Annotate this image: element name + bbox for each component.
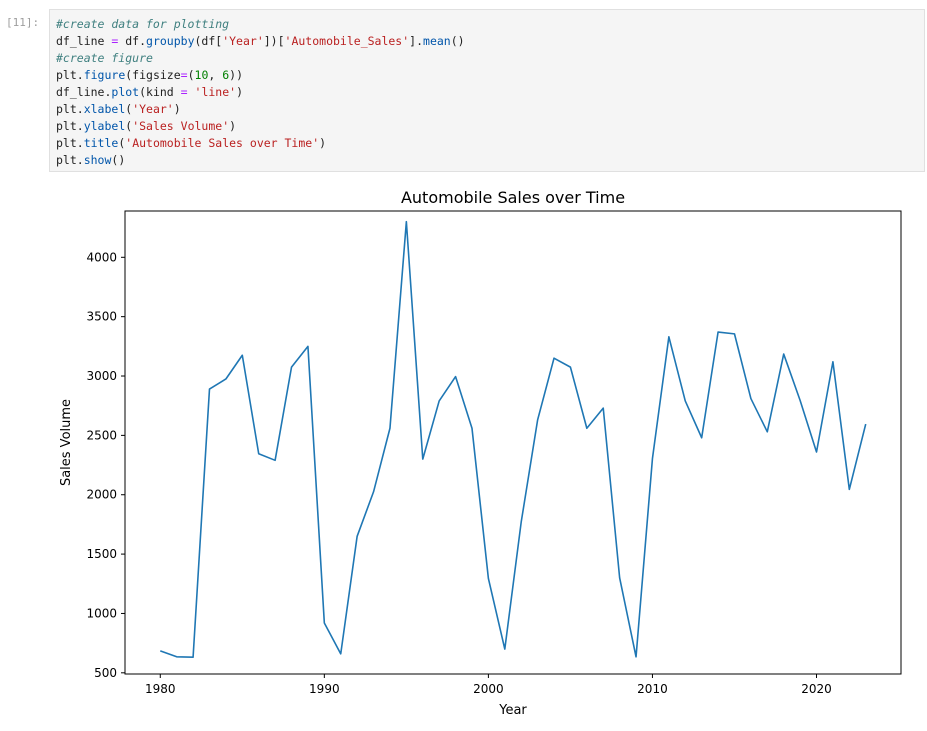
code-token: ( bbox=[187, 68, 195, 82]
code-line: #create figure bbox=[56, 50, 465, 67]
code-token: plt. bbox=[56, 68, 84, 82]
code-token: show bbox=[83, 153, 112, 167]
code-token: ylabel bbox=[83, 119, 126, 133]
code-token: ( bbox=[125, 102, 133, 116]
code-token: df_line bbox=[56, 34, 105, 48]
code-line: plt.show() bbox=[56, 152, 465, 169]
code-token: mean bbox=[423, 34, 451, 48]
y-tick-label: 4000 bbox=[86, 250, 117, 264]
code-token: () bbox=[111, 153, 126, 167]
code-token: = bbox=[104, 34, 126, 48]
code-token: ) bbox=[229, 119, 237, 133]
code-editor[interactable]: #create data for plotting df_line = df.gr… bbox=[56, 16, 465, 169]
code-token: 'Automobile Sales over Time' bbox=[125, 136, 320, 150]
y-tick-label: 3500 bbox=[86, 310, 117, 324]
y-axis: 500 1000 1500 2000 2500 3000 3500 4000 bbox=[86, 250, 125, 680]
y-tick-label: 1000 bbox=[86, 606, 117, 620]
code-token: 'Sales Volume' bbox=[132, 119, 230, 133]
x-tick-label: 2010 bbox=[637, 682, 668, 696]
code-token: (df[ bbox=[194, 34, 223, 48]
code-token: )) bbox=[229, 68, 244, 82]
code-token: groupby bbox=[146, 34, 195, 48]
code-token: plt. bbox=[56, 119, 84, 133]
code-token: ) bbox=[173, 102, 181, 116]
code-token: plt. bbox=[56, 136, 84, 150]
code-token: df_line. bbox=[56, 85, 112, 99]
x-tick-label: 2020 bbox=[801, 682, 832, 696]
y-tick-label: 1500 bbox=[86, 547, 117, 561]
x-tick-label: 1980 bbox=[145, 682, 176, 696]
code-token: xlabel bbox=[83, 102, 126, 116]
y-tick-label: 2000 bbox=[86, 488, 117, 502]
x-tick-label: 1990 bbox=[309, 682, 340, 696]
code-token: 'Automobile_Sales' bbox=[284, 34, 410, 48]
code-token: title bbox=[83, 136, 119, 150]
code-token: #create data for plotting bbox=[56, 17, 230, 31]
series-line-automobile-sales bbox=[159, 220, 867, 658]
x-axis-label: Year bbox=[498, 703, 527, 718]
y-tick-label: 2500 bbox=[86, 428, 117, 442]
code-token: plt. bbox=[56, 153, 84, 167]
code-token: = bbox=[180, 85, 188, 99]
code-token: plt. bbox=[56, 102, 84, 116]
code-token: () bbox=[450, 34, 465, 48]
x-tick-label: 2000 bbox=[473, 682, 504, 696]
cell-prompt: [11]: bbox=[6, 16, 40, 29]
plot-area bbox=[124, 210, 902, 675]
y-tick-label: 500 bbox=[94, 666, 117, 680]
chart-title: Automobile Sales over Time bbox=[401, 188, 625, 207]
code-token: (kind bbox=[139, 85, 181, 99]
code-token bbox=[188, 85, 195, 99]
code-token: 'Year' bbox=[132, 102, 174, 116]
code-token: ( bbox=[118, 136, 126, 150]
code-token: 'Year' bbox=[222, 34, 264, 48]
code-token: (figsize bbox=[125, 68, 181, 82]
code-token: df. bbox=[125, 34, 147, 48]
x-axis: 1980 1990 2000 2010 2020 bbox=[145, 674, 832, 696]
code-token: = bbox=[180, 68, 188, 82]
code-line: plt.figure(figsize=(10, 6)) bbox=[56, 67, 465, 84]
code-line: plt.title('Automobile Sales over Time') bbox=[56, 135, 465, 152]
y-axis-label: Sales Volume bbox=[59, 399, 74, 486]
code-token: figure bbox=[83, 68, 126, 82]
code-line: #create data for plotting bbox=[56, 16, 465, 33]
code-token: 10 bbox=[194, 68, 209, 82]
code-token: ) bbox=[236, 85, 243, 99]
code-token: , bbox=[208, 68, 223, 82]
y-tick-label: 3000 bbox=[86, 369, 117, 383]
code-token: ]. bbox=[409, 34, 424, 48]
code-token: plot bbox=[111, 85, 140, 99]
code-cell-input[interactable]: #create data for plotting df_line = df.gr… bbox=[49, 9, 925, 172]
code-line: plt.xlabel('Year') bbox=[56, 101, 465, 118]
code-token: 'line' bbox=[194, 85, 237, 99]
code-token: ])[ bbox=[263, 34, 285, 48]
code-token: 6 bbox=[222, 68, 230, 82]
code-token: #create figure bbox=[56, 51, 153, 65]
code-token: ( bbox=[125, 119, 133, 133]
code-line: plt.ylabel('Sales Volume') bbox=[56, 118, 465, 135]
code-token: ) bbox=[319, 136, 327, 150]
code-line: df_line = df.groupby(df['Year'])['Automo… bbox=[56, 33, 465, 50]
line-chart: Automobile Sales over Time 1980 1990 2000 2… bbox=[59, 188, 902, 718]
code-line: df_line.plot(kind = 'line') bbox=[56, 84, 465, 101]
